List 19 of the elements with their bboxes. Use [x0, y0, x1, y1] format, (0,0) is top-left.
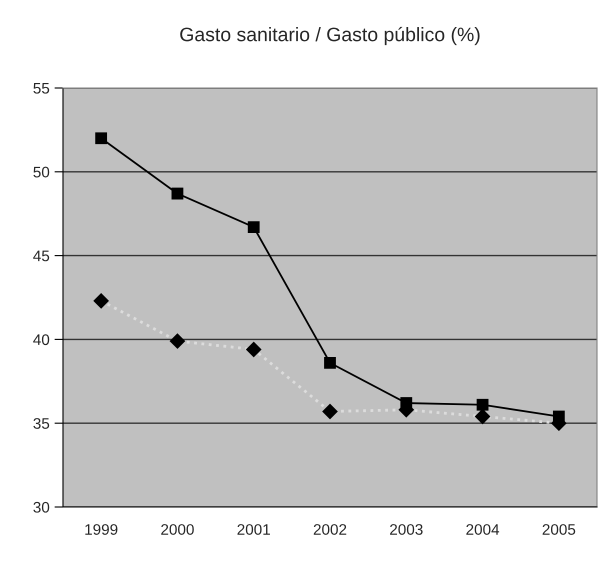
x-tick-label: 2001 [237, 524, 270, 535]
point [172, 188, 184, 200]
x-tick-label: 1999 [85, 524, 118, 535]
y-tick-label: 30 [33, 502, 50, 513]
point [476, 398, 488, 411]
y-tick-label: 45 [33, 250, 50, 262]
y-tick-label: 35 [33, 418, 50, 429]
point [248, 221, 260, 234]
x-tick-label: 2004 [466, 524, 500, 535]
x-tick-label: 2002 [314, 524, 346, 535]
chart-title: Gasto sanitario / Gasto público (%) [180, 26, 480, 46]
y-tick-label: 40 [33, 334, 50, 346]
point [324, 356, 336, 369]
x-tick-label: 2000 [161, 524, 194, 535]
y-tick-label: 50 [33, 166, 50, 178]
x-tick-label: 2005 [542, 524, 576, 535]
point [95, 132, 108, 144]
y-tick-label: 55 [33, 83, 50, 94]
x-tick-label: 2003 [390, 524, 423, 535]
